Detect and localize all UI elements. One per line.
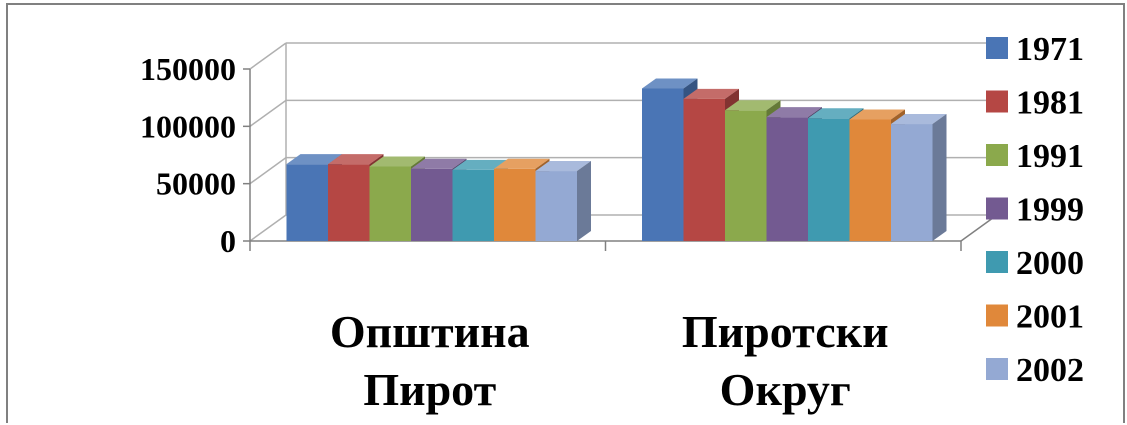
- bar-side: [932, 114, 947, 241]
- bar-front: [849, 119, 891, 241]
- bar-front: [535, 171, 577, 241]
- bar-side: [577, 161, 591, 241]
- gridline-side: [249, 214, 287, 242]
- gridline-side: [249, 42, 287, 70]
- bar-top: [452, 159, 508, 170]
- bar-top: [642, 78, 698, 89]
- legend-label: 1971: [1016, 31, 1084, 68]
- x-axis-categories: Општина Пирот Пиротски Округ: [330, 306, 889, 415]
- legend-label: 1991: [1016, 138, 1084, 175]
- chart-frame: 0 50000 100000 150000 Општина Пирот Пиротски О…: [6, 3, 1125, 423]
- legend-item: 1981: [986, 85, 1084, 122]
- y-tick-label: 50000: [156, 166, 236, 202]
- bar-top: [286, 154, 342, 165]
- bar-top: [328, 154, 384, 165]
- gridline-side: [249, 99, 287, 127]
- bar-front: [452, 169, 494, 241]
- bar-top: [725, 100, 781, 111]
- legend-label: 2002: [1016, 352, 1084, 389]
- legend-item: 1991: [986, 138, 1084, 175]
- x-category-label: Општина Пирот: [330, 306, 530, 415]
- bar-top: [766, 107, 822, 118]
- legend-swatch: [986, 304, 1008, 327]
- bar-front: [494, 168, 536, 241]
- bar-front: [891, 124, 933, 241]
- bar-top: [849, 109, 905, 120]
- bar: [891, 114, 947, 241]
- legend-label: 2001: [1016, 299, 1084, 336]
- bar-front: [766, 117, 808, 241]
- legend-swatch: [986, 90, 1008, 113]
- bar-top: [411, 158, 467, 169]
- y-tick-label: 150000: [140, 51, 236, 87]
- legend-swatch: [986, 144, 1008, 166]
- bar-front: [411, 168, 453, 241]
- legend-label: 1981: [1016, 85, 1084, 122]
- bar-front: [286, 164, 328, 241]
- legend-swatch: [986, 37, 1008, 59]
- legend-item: 2002: [986, 352, 1084, 389]
- bar: [535, 161, 591, 241]
- y-tick-label: 0: [220, 223, 236, 259]
- x-category-label-line: Округ: [720, 364, 851, 415]
- legend-label: 1999: [1016, 192, 1084, 229]
- bar-front: [725, 110, 767, 241]
- x-category-label: Пиротски Округ: [682, 306, 889, 415]
- x-category-label-line: Пиротски: [682, 306, 889, 357]
- legend-item: 2000: [986, 245, 1084, 282]
- legend-label: 2000: [1016, 245, 1084, 282]
- bar-front: [328, 164, 370, 241]
- legend-swatch: [986, 251, 1008, 273]
- bar-front: [683, 98, 725, 242]
- legend-swatch: [986, 197, 1008, 220]
- bar-top: [808, 108, 864, 119]
- x-category-label-line: Општина: [330, 306, 530, 357]
- bar-front: [369, 166, 411, 241]
- bar-front: [808, 118, 850, 241]
- gridline-side: [249, 157, 287, 185]
- bar-top: [535, 161, 591, 172]
- legend-swatch: [986, 358, 1008, 380]
- bars: [286, 78, 947, 242]
- legend: 1971 1981 1991 1999 2000 2001 2002: [986, 31, 1084, 389]
- bar-top: [369, 156, 425, 167]
- legend-item: 1971: [986, 31, 1084, 68]
- bar-top: [683, 88, 739, 99]
- y-tick-label: 100000: [140, 108, 236, 144]
- y-axis-ticks: 0 50000 100000 150000: [140, 51, 250, 259]
- legend-item: 1999: [986, 192, 1084, 229]
- bar-front: [642, 88, 684, 241]
- bar-top: [891, 114, 947, 125]
- x-category-label-line: Пирот: [363, 364, 496, 415]
- legend-item: 2001: [986, 299, 1084, 336]
- bar-top: [494, 158, 550, 169]
